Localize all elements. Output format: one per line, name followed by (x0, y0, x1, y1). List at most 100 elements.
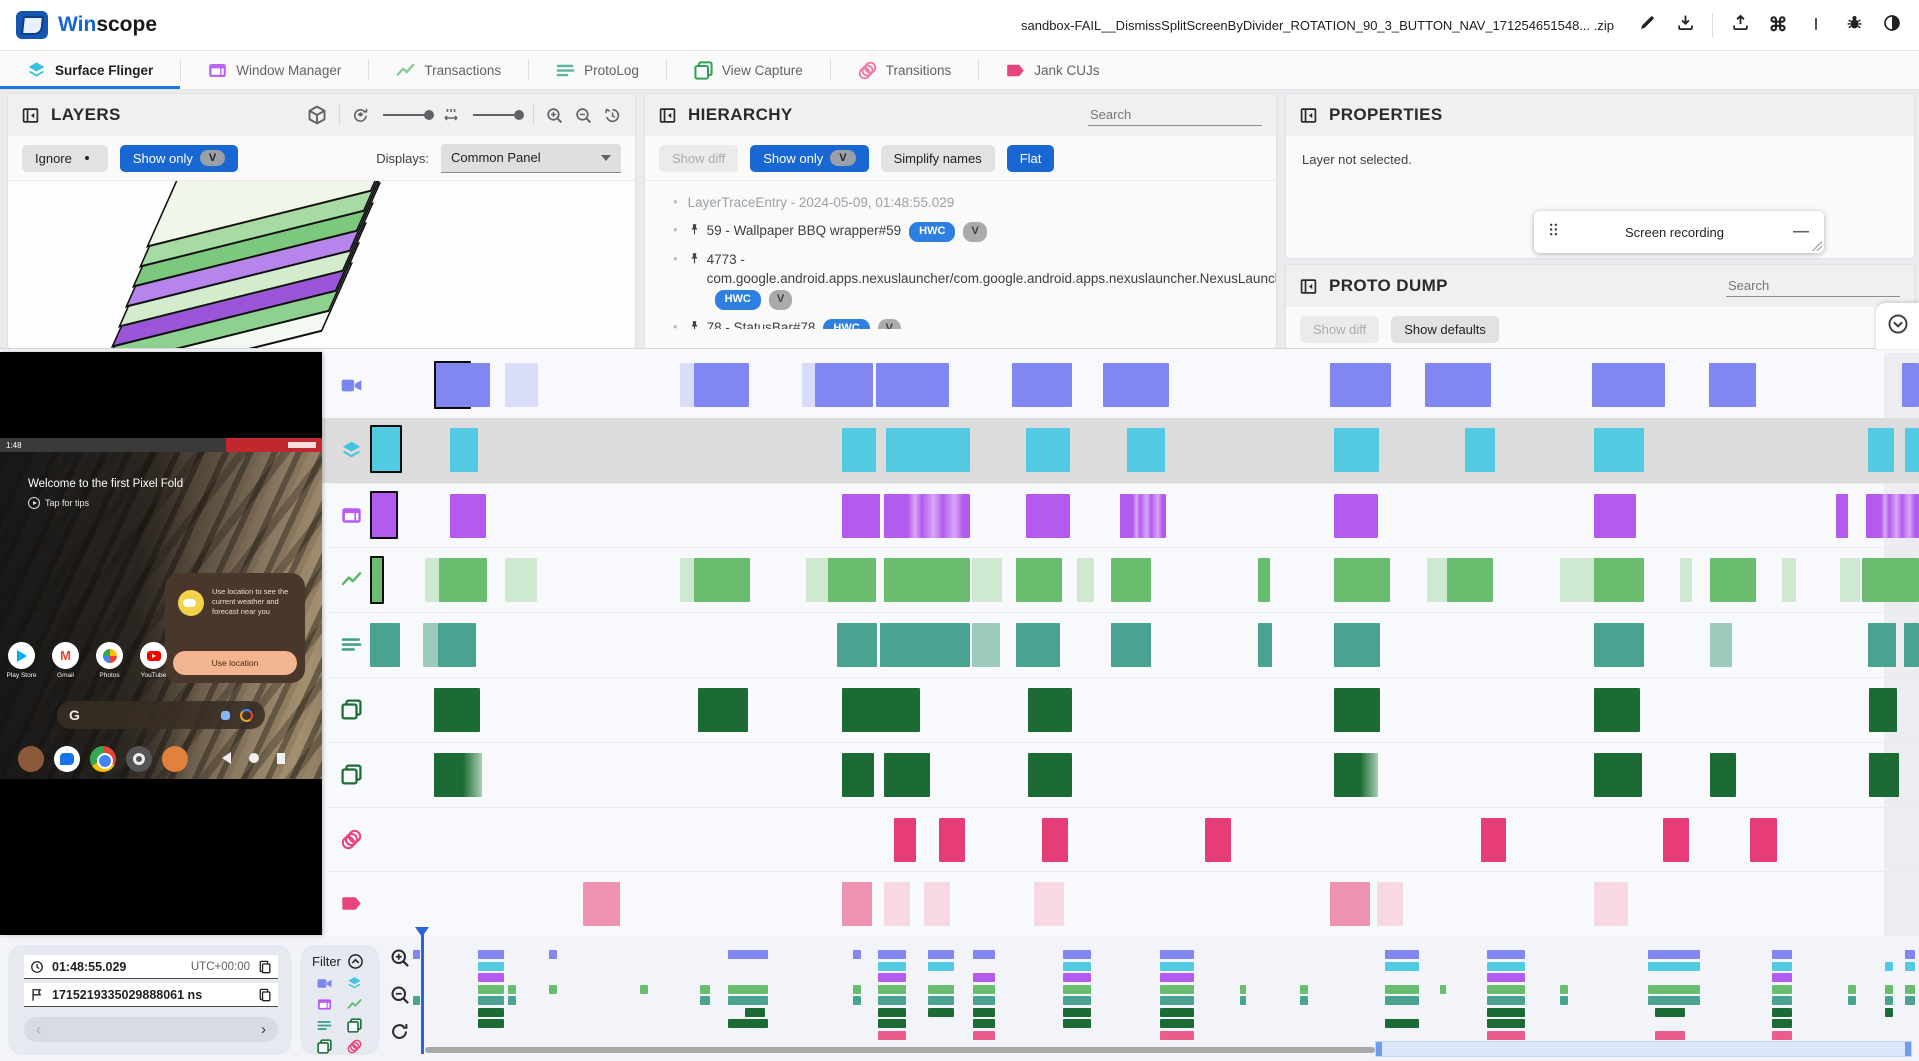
track-block[interactable] (1782, 558, 1796, 603)
track-block[interactable] (468, 363, 490, 407)
upload-icon[interactable] (1725, 10, 1755, 40)
hierarchy-node[interactable]: • 59 - Wallpaper BBQ wrapper#59 HWC V (645, 217, 1276, 246)
reset-view-icon[interactable] (604, 107, 621, 124)
phone-app-photos[interactable]: Photos (96, 642, 123, 679)
phone-app-play-store[interactable]: Play Store (7, 642, 37, 679)
pin-icon[interactable] (688, 222, 701, 242)
track-block[interactable] (1680, 558, 1692, 603)
track-block[interactable] (884, 493, 970, 538)
show-defaults-button[interactable]: Show defaults (1391, 315, 1499, 343)
track-block[interactable] (886, 427, 970, 472)
track-block[interactable] (1481, 817, 1506, 862)
track-block[interactable] (423, 623, 438, 668)
track-block[interactable] (1425, 363, 1491, 407)
track-block[interactable] (505, 558, 537, 603)
track-block[interactable] (1710, 558, 1756, 603)
track-block[interactable] (1111, 623, 1151, 668)
ignore-hide-button[interactable]: Ignore (22, 144, 108, 172)
track-block[interactable] (802, 363, 815, 407)
track-block[interactable] (1330, 882, 1370, 927)
tab-protolog[interactable]: ProtoLog (529, 51, 666, 89)
track-block[interactable] (1127, 427, 1165, 472)
track-block[interactable] (1594, 623, 1644, 668)
track-block[interactable] (370, 555, 384, 604)
track-block[interactable] (1750, 817, 1777, 862)
zoom-out-icon[interactable] (390, 985, 410, 1005)
drag-handle-icon[interactable] (1546, 222, 1561, 242)
timeline-scrollbar[interactable] (425, 1047, 1375, 1053)
track-block[interactable] (924, 882, 950, 927)
track-block[interactable] (880, 623, 970, 668)
track-block[interactable] (1334, 688, 1380, 732)
track-block[interactable] (1868, 623, 1896, 668)
track-block[interactable] (972, 558, 1002, 603)
track-block[interactable] (370, 491, 398, 540)
track-block[interactable] (1334, 623, 1380, 668)
flat-button[interactable]: Flat (1006, 144, 1055, 172)
tab-view-capture[interactable]: View Capture (667, 51, 830, 89)
track-block[interactable] (842, 688, 886, 732)
track-block[interactable] (1026, 493, 1070, 538)
filter-video-icon[interactable] (317, 976, 333, 991)
track-block[interactable] (698, 688, 748, 732)
track-block[interactable] (1077, 558, 1094, 603)
track-block[interactable] (815, 363, 873, 407)
show-diff-button[interactable]: Show diff (1300, 315, 1380, 343)
track-block[interactable] (1016, 558, 1062, 603)
track-block[interactable] (1334, 427, 1379, 472)
shortcuts-icon[interactable]: ⌘ (1768, 14, 1788, 36)
track-block[interactable] (1594, 558, 1644, 603)
track-block[interactable] (1016, 623, 1060, 668)
screen-recording-window[interactable]: Screen recording — (1534, 211, 1824, 253)
theme-icon[interactable] (1877, 10, 1907, 40)
track-block[interactable] (842, 427, 876, 472)
track-block[interactable] (1103, 363, 1169, 407)
zoom-in-icon[interactable] (390, 948, 410, 968)
collapse-panel-icon[interactable] (1300, 278, 1317, 295)
zoom-in-icon[interactable] (546, 107, 563, 124)
track-block[interactable] (438, 623, 476, 668)
track-block[interactable] (1869, 752, 1899, 797)
track-block[interactable] (806, 558, 828, 603)
track-block[interactable] (1120, 493, 1166, 538)
filter-circles-icon[interactable] (347, 1039, 363, 1054)
tab-jank-cujs[interactable]: Jank CUJs (979, 51, 1126, 89)
hierarchy-node[interactable]: • 4773 - com.google.android.apps.nexuslau… (645, 246, 1276, 314)
track-block[interactable] (1111, 558, 1151, 603)
track-block[interactable] (1034, 882, 1064, 927)
track-block[interactable] (583, 882, 620, 927)
filter-stack-icon[interactable] (347, 1018, 363, 1033)
pin-icon[interactable] (688, 251, 701, 271)
docs-icon[interactable] (1801, 10, 1831, 40)
track-block[interactable] (1594, 493, 1636, 538)
prev-frame-button[interactable]: ‹ (36, 1021, 41, 1038)
tab-surface-flinger[interactable]: Surface Flinger (0, 51, 181, 89)
track-block[interactable] (1594, 688, 1640, 732)
track-block[interactable] (828, 558, 876, 603)
chrome-icon[interactable] (90, 746, 116, 772)
track-block[interactable] (1028, 688, 1072, 732)
track-block[interactable] (1205, 817, 1231, 862)
tab-window-manager[interactable]: Window Manager (181, 51, 368, 89)
track-block[interactable] (505, 363, 538, 407)
rotate-icon[interactable] (352, 107, 369, 124)
track-block[interactable] (1904, 623, 1919, 668)
track-block[interactable] (842, 752, 874, 797)
track-block[interactable] (680, 558, 694, 603)
track-block[interactable] (884, 558, 970, 603)
simplify-names-button[interactable]: Simplify names (880, 144, 995, 172)
layers-3d-view[interactable] (8, 181, 635, 348)
track-block[interactable] (370, 425, 402, 474)
track-block[interactable] (694, 558, 750, 603)
range-handle-right[interactable] (1905, 1042, 1911, 1056)
track-block[interactable] (1258, 623, 1272, 668)
zoom-out-icon[interactable] (575, 107, 592, 124)
camera-icon[interactable] (126, 746, 152, 772)
collapse-panel-icon[interactable] (1300, 107, 1317, 124)
track-block[interactable] (1377, 882, 1403, 927)
download-icon[interactable] (1670, 10, 1700, 40)
chevron-up-circle-icon[interactable] (347, 953, 364, 970)
filter-stack-icon[interactable] (317, 1039, 333, 1054)
track-block[interactable] (434, 752, 482, 797)
android-brown-icon[interactable] (18, 746, 44, 772)
